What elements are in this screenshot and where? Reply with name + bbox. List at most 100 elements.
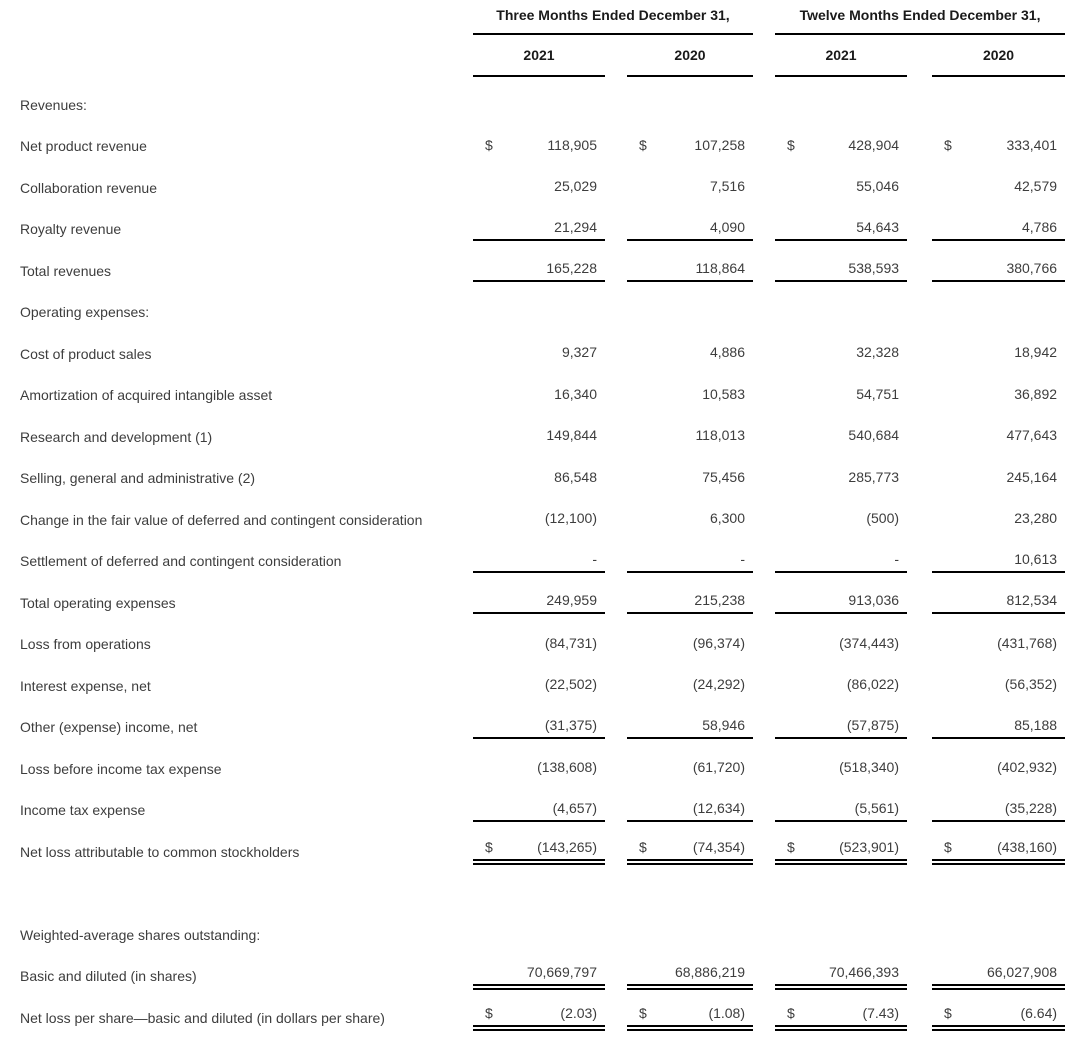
value-cell: $ (7.43) <box>775 997 908 1039</box>
column-gap <box>907 458 932 500</box>
table-row: Collaboration revenue 25,029 7,516 55,046 42… <box>0 167 1080 209</box>
value-cell: 23,280 <box>932 499 1065 541</box>
row-label: Loss from operations <box>20 636 151 653</box>
value-cell: 18,942 <box>932 333 1065 375</box>
year-header-row: 2021 2020 2021 2020 <box>0 34 1080 77</box>
value-cell: 55,046 <box>775 167 907 209</box>
column-gap <box>753 458 775 500</box>
value-cell: 32,328 <box>775 333 907 375</box>
cell-value: - <box>740 550 746 567</box>
column-gap <box>753 209 775 251</box>
value-cell <box>473 84 605 126</box>
cell-value: (6.64) <box>1020 1005 1058 1022</box>
value-cell: (22,502) <box>473 665 605 707</box>
currency-symbol: $ <box>944 839 952 856</box>
column-gap <box>605 707 627 749</box>
column-gap <box>605 375 627 417</box>
value-cell <box>473 914 605 956</box>
table-row: Net loss attributable to common stockhol… <box>0 831 1080 873</box>
value-cell: 249,959 <box>473 582 605 624</box>
row-label: Cost of product sales <box>20 345 152 362</box>
cell-value: 245,164 <box>1006 468 1058 485</box>
cell-value: 4,090 <box>709 218 746 235</box>
value-cell: 4,090 <box>627 209 754 251</box>
table-row: Royalty revenue 21,294 4,090 54,643 4,786 <box>0 209 1080 251</box>
value-cell: 538,593 <box>775 250 908 292</box>
value-cell: (138,608) <box>473 748 605 790</box>
table-row: Basic and diluted (in shares) 70,669,797 6… <box>0 956 1080 998</box>
table-row: Other (expense) income, net (31,375) 58,94… <box>0 707 1080 749</box>
column-gap <box>753 997 775 1039</box>
value-cell <box>932 292 1065 334</box>
column-gap <box>605 790 627 832</box>
table-row: Amortization of acquired intangible asse… <box>0 375 1080 417</box>
cell-value: 538,593 <box>848 260 900 277</box>
row-label: Net product revenue <box>20 138 147 155</box>
value-cell <box>775 292 907 334</box>
table-row: Net loss per share—basic and diluted (in… <box>0 997 1080 1039</box>
cell-value: 149,844 <box>546 427 597 444</box>
edge-spacer <box>1065 541 1080 583</box>
value-cell: (374,443) <box>775 624 907 666</box>
value-cell: $107,258 <box>627 126 753 168</box>
section-label: Weighted-average shares outstanding: <box>20 926 261 943</box>
column-gap <box>907 582 932 624</box>
value-cell: 86,548 <box>473 458 605 500</box>
edge-spacer <box>1065 375 1080 417</box>
column-gap <box>753 831 775 873</box>
value-cell: - <box>627 541 754 583</box>
value-cell: $ (74,354) <box>627 831 754 873</box>
value-cell: 16,340 <box>473 375 605 417</box>
value-cell: (57,875) <box>775 707 908 749</box>
value-cell: - <box>473 541 605 583</box>
column-gap <box>605 250 627 292</box>
column-gap <box>753 707 775 749</box>
column-gap <box>605 333 627 375</box>
section-label: Revenues: <box>20 96 87 113</box>
value-cell: 85,188 <box>932 707 1066 749</box>
value-cell: 58,946 <box>627 707 754 749</box>
column-gap <box>753 956 775 998</box>
value-cell: 54,643 <box>775 209 908 251</box>
row-label: Total revenues <box>20 262 112 279</box>
table-row: Total revenues 165,228 118,864 538,593 380,7… <box>0 250 1080 292</box>
year-header-12mo-2021: 2021 <box>775 34 908 77</box>
value-cell: 10,583 <box>627 375 753 417</box>
cell-value: 86,548 <box>554 468 597 485</box>
table-row: Loss from operations (84,731) (96,374) (374… <box>0 624 1080 666</box>
cell-value: (22,502) <box>544 676 597 693</box>
column-gap <box>605 624 627 666</box>
value-cell: 380,766 <box>932 250 1066 292</box>
edge-spacer <box>1065 458 1080 500</box>
group-header-row: Three Months Ended December 31, Twelve M… <box>0 0 1080 35</box>
cell-value: (143,265) <box>537 839 597 856</box>
value-cell: 4,786 <box>932 209 1066 251</box>
column-gap <box>907 997 932 1039</box>
cell-value: 10,583 <box>702 385 746 402</box>
edge-spacer <box>1065 707 1080 749</box>
column-gap <box>605 292 627 334</box>
cell-value: (138,608) <box>537 759 597 776</box>
column-gap <box>753 250 775 292</box>
value-cell: (56,352) <box>932 665 1065 707</box>
table-row: Settlement of deferred and contingent co… <box>0 541 1080 583</box>
header-spacer <box>0 34 473 76</box>
cell-value: 540,684 <box>848 427 900 444</box>
column-gap <box>753 34 775 76</box>
value-cell: (35,228) <box>932 790 1066 832</box>
edge-spacer <box>1065 0 1080 34</box>
cell-value: 913,036 <box>848 592 900 609</box>
section-row: Weighted-average shares outstanding: <box>0 914 1080 956</box>
value-cell: 9,327 <box>473 333 605 375</box>
column-gap <box>605 582 627 624</box>
cell-value: (74,354) <box>692 839 746 856</box>
cell-value: (96,374) <box>692 634 746 651</box>
value-cell: (61,720) <box>627 748 753 790</box>
cell-value: 66,027,908 <box>986 963 1058 980</box>
column-gap <box>907 209 932 251</box>
row-label: Income tax expense <box>20 802 146 819</box>
header-spacer <box>0 0 473 34</box>
value-cell <box>627 292 753 334</box>
cell-value: 23,280 <box>1014 510 1058 527</box>
column-gap <box>605 458 627 500</box>
